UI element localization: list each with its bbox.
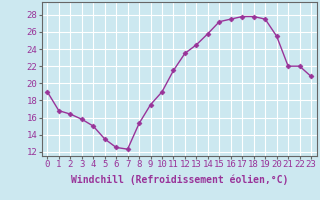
X-axis label: Windchill (Refroidissement éolien,°C): Windchill (Refroidissement éolien,°C) <box>70 175 288 185</box>
